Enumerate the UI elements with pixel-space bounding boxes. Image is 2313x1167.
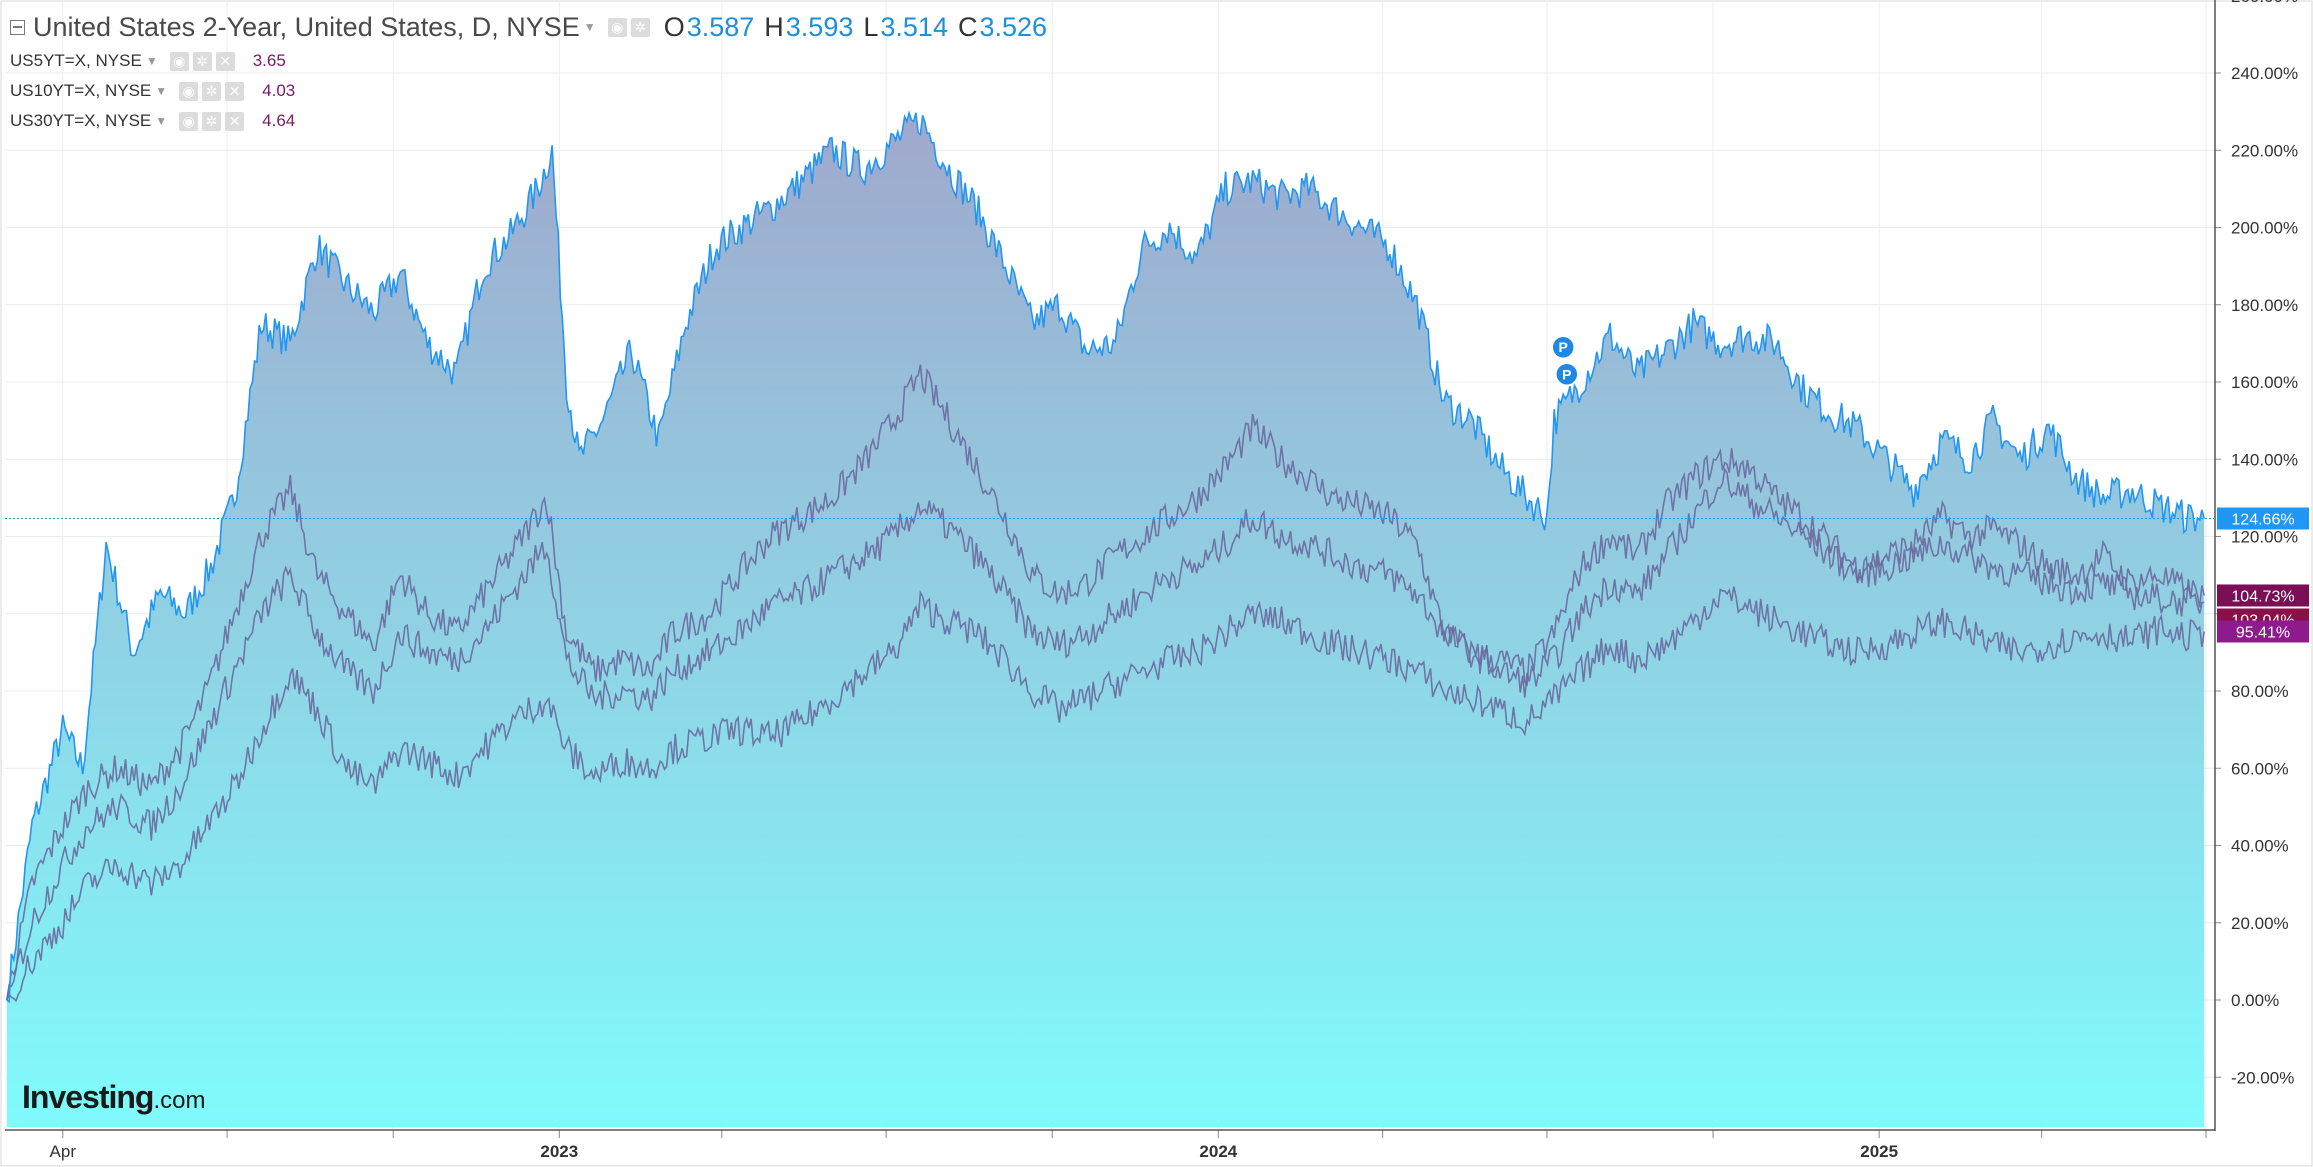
last-value-badge [2217, 620, 2309, 643]
visibility-eye-icon[interactable]: ◉ [169, 51, 189, 71]
y-tick-label: 80.00% [2231, 682, 2289, 701]
y-tick-label: 40.00% [2231, 837, 2289, 856]
overlay-dropdown-icon[interactable]: ▼ [145, 54, 158, 68]
marker-circle [1551, 335, 1575, 359]
y-tick-label: 260.00% [2231, 0, 2298, 6]
series-line-overlay-1 [6, 364, 2205, 1001]
logo-wordmark: Investing [22, 1079, 154, 1115]
overlay-value: 3.65 [252, 51, 286, 70]
settings-gear-icon[interactable]: ✲ [192, 51, 212, 71]
ohlc-high-value: 3.593 [785, 11, 854, 42]
overlay-dropdown-icon[interactable]: ▼ [155, 84, 168, 98]
remove-close-icon[interactable]: ✕ [215, 51, 235, 71]
overlay-name[interactable]: US30YT=X, NYSE [10, 111, 152, 130]
settings-gear-icon[interactable]: ✲ [202, 111, 222, 131]
series-area-us2y [6, 112, 2205, 1127]
overlay-value: 4.03 [262, 81, 296, 100]
y-tick-label: -20.00% [2231, 1068, 2294, 1087]
series-line-overlay-3 [6, 586, 2205, 1003]
chart-legend: United States 2-Year, United States, D, … [10, 8, 1047, 136]
y-tick-label: 220.00% [2231, 141, 2298, 160]
ohlc-high-label: H [764, 11, 784, 42]
marker-label: P [1562, 366, 1571, 382]
marker-label: P [1559, 339, 1568, 355]
ohlc-low-value: 3.514 [880, 11, 948, 42]
legend-overlay-row: US5YT=X, NYSE ▼ ◉ ✲ ✕ 3.65 [10, 46, 1047, 76]
last-value-badge-label: 104.73% [2231, 588, 2294, 605]
overlay-value: 4.64 [262, 111, 296, 130]
marker-circle [1555, 362, 1579, 387]
y-tick-label: 60.00% [2231, 759, 2289, 778]
series-line-us2y [6, 110, 2205, 1004]
settings-gear-icon[interactable]: ✲ [202, 81, 222, 101]
ohlc-close-value: 3.526 [979, 11, 1048, 42]
remove-close-icon[interactable]: ✕ [225, 81, 245, 101]
collapse-legend-icon[interactable] [10, 19, 25, 35]
ohlc-open-value: 3.587 [686, 11, 755, 42]
y-tick-label: 120.00% [2231, 528, 2298, 547]
remove-close-icon[interactable]: ✕ [225, 111, 245, 131]
event-marker-p[interactable]: P [1551, 335, 1575, 359]
y-tick-label: 20.00% [2231, 914, 2289, 933]
legend-overlay-row: US10YT=X, NYSE ▼ ◉ ✲ ✕ 4.03 [10, 76, 1047, 106]
settings-gear-icon[interactable]: ✲ [630, 17, 650, 37]
y-tick-label: 140.00% [2231, 450, 2298, 469]
x-tick-label: Apr [50, 1142, 77, 1161]
ohlc-low-label: L [863, 11, 879, 42]
y-tick-label: 160.00% [2231, 373, 2298, 392]
ohlc-open-label: O [663, 11, 685, 42]
main-series-dropdown-icon[interactable]: ▼ [583, 20, 596, 34]
last-value-badge [2217, 507, 2309, 530]
y-tick-label: 200.00% [2231, 219, 2298, 238]
investing-logo: Investing.com [22, 1079, 205, 1116]
legend-overlay-row: US30YT=X, NYSE ▼ ◉ ✲ ✕ 4.64 [10, 106, 1047, 136]
visibility-eye-icon[interactable]: ◉ [179, 111, 199, 131]
event-marker-p[interactable]: P [1555, 362, 1579, 387]
last-value-badge [2217, 584, 2309, 607]
x-tick-label: 2023 [540, 1142, 578, 1161]
visibility-eye-icon[interactable]: ◉ [179, 81, 199, 101]
overlay-dropdown-icon[interactable]: ▼ [155, 114, 168, 128]
legend-main-row: United States 2-Year, United States, D, … [10, 8, 1047, 46]
y-tick-label: 180.00% [2231, 296, 2298, 315]
y-tick-label: 0.00% [2231, 991, 2279, 1010]
main-series-name[interactable]: United States 2-Year, United States, D, … [33, 11, 580, 42]
series-line-overlay-2 [6, 467, 2205, 1001]
overlay-name[interactable]: US5YT=X, NYSE [10, 51, 142, 70]
last-value-badge-label: 95.41% [2236, 624, 2290, 641]
x-tick-label: 2024 [1199, 1142, 1237, 1161]
visibility-eye-icon[interactable]: ◉ [607, 17, 627, 37]
ohlc-close-label: C [957, 11, 978, 42]
logo-suffix: .com [153, 1087, 206, 1114]
last-value-badge-label: 124.66% [2231, 512, 2294, 529]
x-tick-label: 2025 [1860, 1142, 1898, 1161]
overlay-name[interactable]: US10YT=X, NYSE [10, 81, 152, 100]
y-tick-label: 240.00% [2231, 64, 2298, 83]
